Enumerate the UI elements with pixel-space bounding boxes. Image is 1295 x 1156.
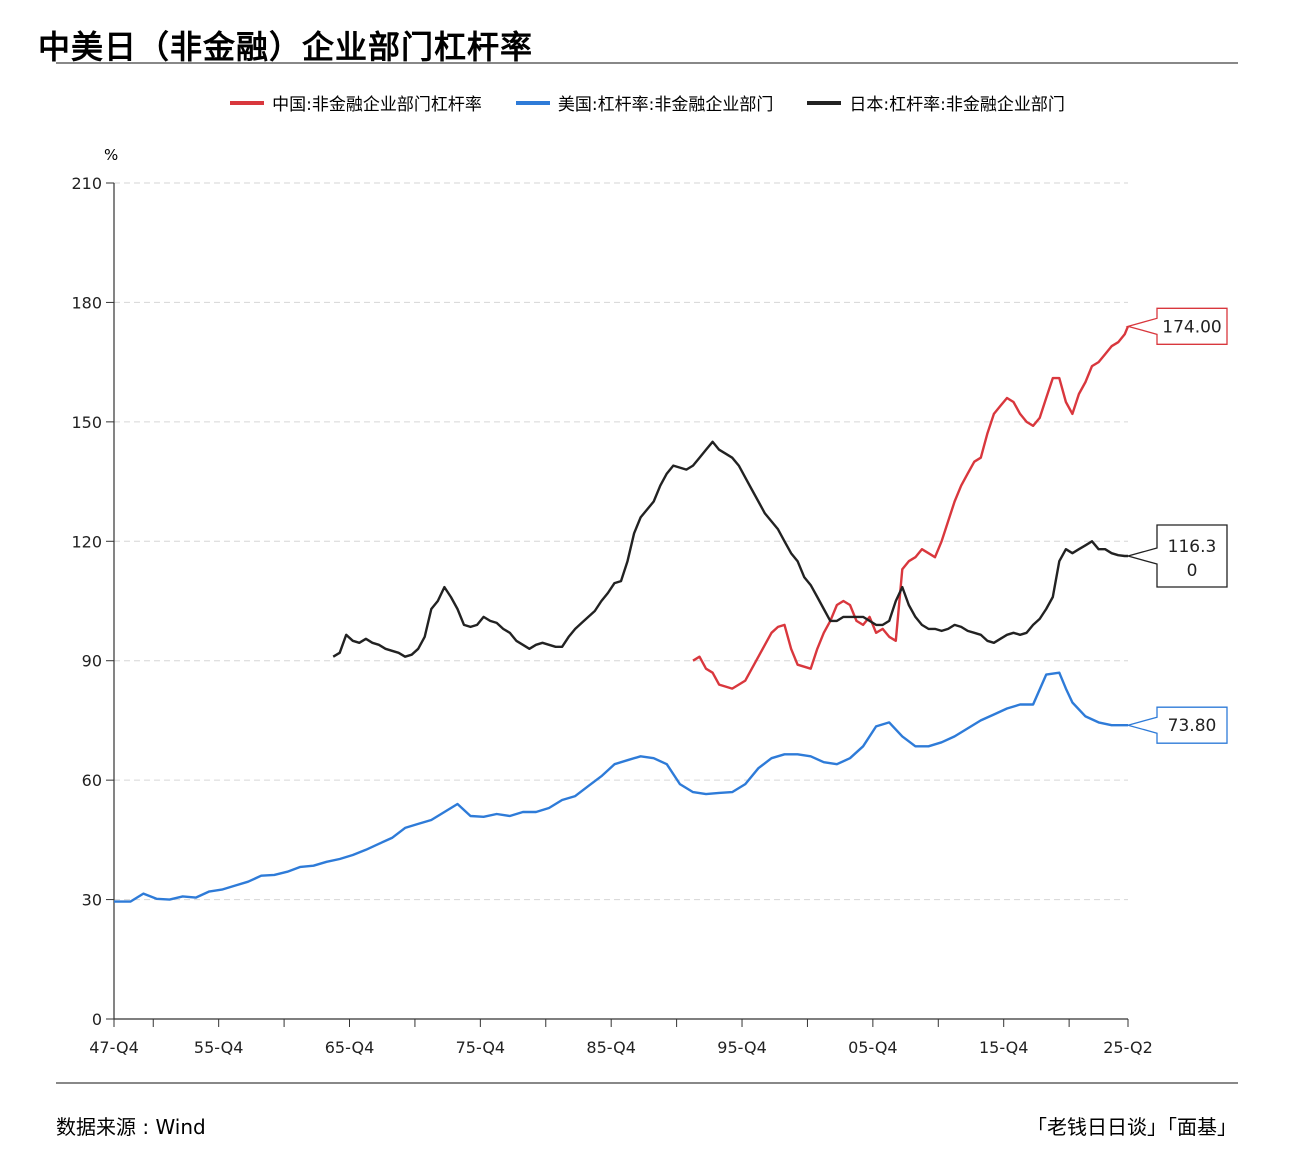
series-layer <box>114 325 1130 903</box>
series-line-usa <box>114 671 1128 903</box>
chart-legend: 中国:非金融企业部门杠杆率 美国:杠杆率:非金融企业部门 日本:杠杆率:非金融企… <box>0 90 1295 115</box>
y-tick-label: 90 <box>82 652 102 671</box>
footer-divider <box>56 1082 1238 1084</box>
x-tick-label: 15-Q4 <box>979 1038 1029 1057</box>
legend-swatch-usa <box>515 100 550 105</box>
credit-note: 「老钱日日谈」「面基」 <box>1027 1115 1237 1139</box>
x-tick-label: 65-Q4 <box>325 1038 375 1057</box>
y-tick-label: 120 <box>71 532 102 551</box>
end-label-box-usa <box>1125 706 1228 744</box>
x-tick-label: 85-Q4 <box>586 1038 636 1057</box>
y-axis-unit: % <box>104 146 119 164</box>
end-label-layer: 174.00 73.80 116.3 0 <box>1125 307 1228 744</box>
end-label-text-china: 174.00 <box>1162 317 1221 337</box>
x-tick-label: 25-Q2 <box>1103 1038 1153 1057</box>
x-tick-label: 05-Q4 <box>848 1038 898 1057</box>
legend-item-china[interactable]: 中国:非金融企业部门杠杆率 <box>230 90 482 115</box>
y-tick-label: 30 <box>82 891 102 910</box>
x-tick-label: 95-Q4 <box>717 1038 767 1057</box>
grid-layer <box>114 182 1128 901</box>
legend-swatch-japan <box>807 100 842 105</box>
legend-label-japan: 日本:杠杆率:非金融企业部门 <box>849 95 1065 115</box>
axis-layer: 0 30 60 90 120 150 180 210 47-Q4 55-Q4 65-Q4 75-Q4 8… <box>71 174 1152 1057</box>
y-tick-label: 60 <box>82 771 102 790</box>
x-tick-label: 75-Q4 <box>456 1038 506 1057</box>
series-line-japan <box>332 440 1128 658</box>
end-label-text-usa: 73.80 <box>1168 716 1217 736</box>
title-divider <box>56 62 1238 64</box>
end-label-box-japan <box>1125 524 1228 588</box>
leverage-line-chart: 0 30 60 90 120 150 180 210 47-Q4 55-Q4 65-Q4 75-Q4 8… <box>71 174 1228 1057</box>
end-label-box-china <box>1125 307 1228 345</box>
y-tick-label: 210 <box>71 174 102 193</box>
page-title: 中美日（非金融）企业部门杠杆率 <box>38 28 534 66</box>
legend-item-usa[interactable]: 美国:杠杆率:非金融企业部门 <box>515 90 774 115</box>
y-tick-label: 180 <box>71 293 102 312</box>
end-label-text-japan-line1: 116.3 <box>1168 537 1217 557</box>
series-line-china <box>692 325 1130 690</box>
x-tick-label: 47-Q4 <box>89 1038 139 1057</box>
x-tick-label: 55-Q4 <box>194 1038 244 1057</box>
y-tick-label: 0 <box>92 1010 102 1029</box>
source-note: 数据来源 : Wind <box>56 1115 206 1139</box>
legend-label-china: 中国:非金融企业部门杠杆率 <box>272 95 482 115</box>
end-label-text-japan-line2: 0 <box>1187 561 1198 581</box>
legend-item-japan[interactable]: 日本:杠杆率:非金融企业部门 <box>807 90 1065 115</box>
legend-swatch-china <box>230 100 265 105</box>
legend-label-usa: 美国:杠杆率:非金融企业部门 <box>557 95 774 115</box>
y-tick-label: 150 <box>71 413 102 432</box>
